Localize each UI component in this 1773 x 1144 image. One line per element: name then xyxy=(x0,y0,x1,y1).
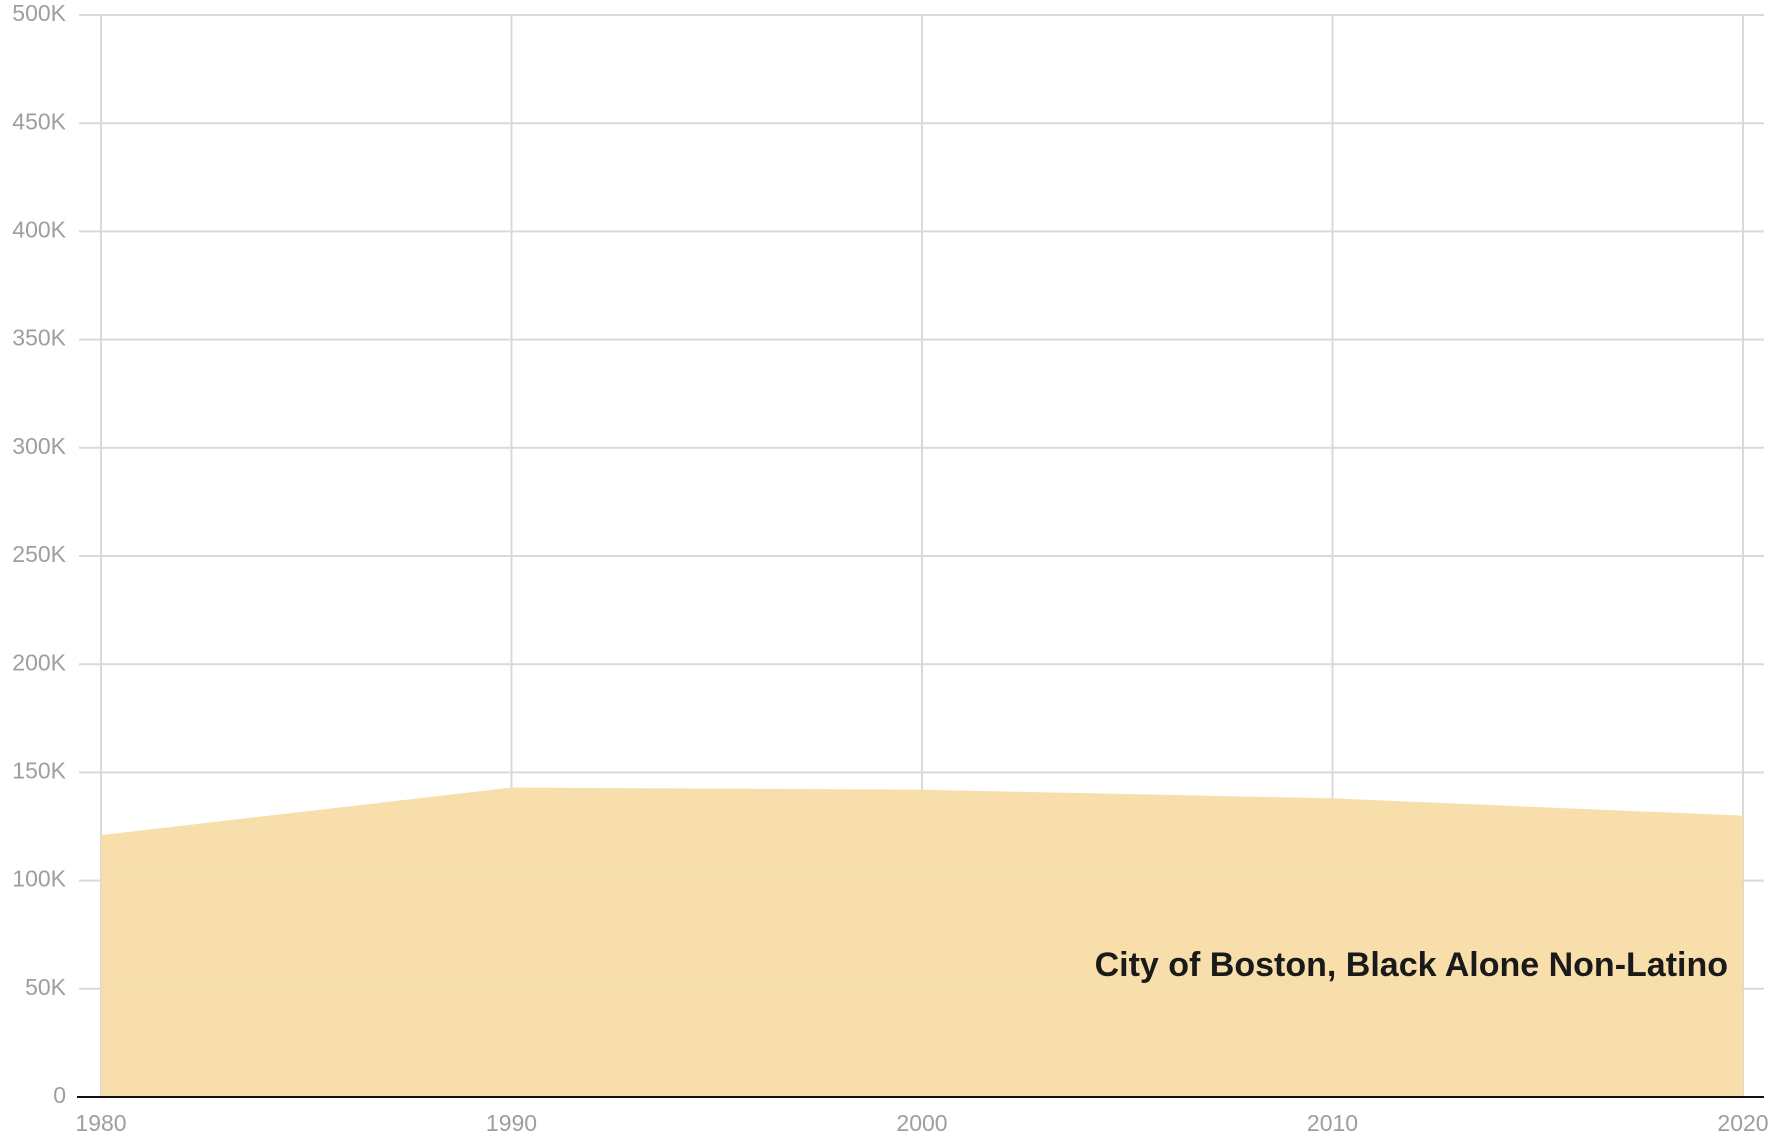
y-tick-label: 400K xyxy=(12,216,66,242)
x-tick-label: 1980 xyxy=(75,1110,126,1136)
x-tick-label: 2010 xyxy=(1307,1110,1358,1136)
y-tick-label: 100K xyxy=(12,866,66,892)
y-tick-label: 450K xyxy=(12,108,66,134)
y-tick-label: 350K xyxy=(12,325,66,351)
y-tick-label: 250K xyxy=(12,541,66,567)
x-tick-label: 2020 xyxy=(1717,1110,1768,1136)
y-tick-label: 150K xyxy=(12,757,66,783)
y-tick-label: 200K xyxy=(12,649,66,675)
x-tick-label: 2000 xyxy=(896,1110,947,1136)
y-tick-label: 300K xyxy=(12,433,66,459)
y-tick-label: 0 xyxy=(53,1082,66,1108)
y-tick-label: 500K xyxy=(12,0,66,26)
series-label: City of Boston, Black Alone Non-Latino xyxy=(1095,946,1728,984)
area xyxy=(101,787,1743,1097)
x-tick-label: 1990 xyxy=(486,1110,537,1136)
y-tick-label: 50K xyxy=(25,974,67,1000)
